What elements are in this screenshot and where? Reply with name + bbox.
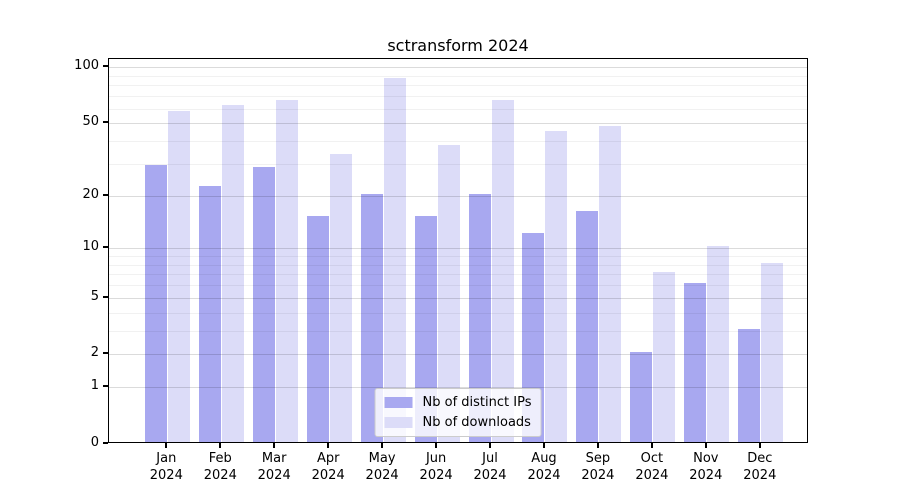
y-tick-50 xyxy=(103,121,108,124)
y-tick-5 xyxy=(103,295,108,298)
x-tick-label-jun: Jun 2024 xyxy=(419,451,453,483)
bar-distinct-ips-jan xyxy=(144,164,167,442)
bar-downloads-apr xyxy=(329,154,352,442)
legend-row-distinct-ips: Nb of distinct IPs xyxy=(384,395,532,410)
gridline-40 xyxy=(109,141,807,142)
bar-distinct-ips-jun xyxy=(414,215,437,442)
x-tick-label-nov: Nov 2024 xyxy=(689,451,723,483)
x-tick-dec xyxy=(758,443,761,448)
y-tick-label-5: 5 xyxy=(90,288,99,304)
x-tick-label-jul: Jul 2024 xyxy=(473,451,507,483)
legend-label-downloads: Nb of downloads xyxy=(422,415,531,430)
gridline-6 xyxy=(109,285,807,287)
gridline-30 xyxy=(109,163,807,165)
bar-downloads-aug xyxy=(545,131,568,442)
gridline-2 xyxy=(109,354,807,356)
legend-swatch-downloads xyxy=(384,417,413,428)
x-tick-label-oct: Oct 2024 xyxy=(635,451,669,483)
bar-downloads-dec xyxy=(761,262,784,442)
x-tick-label-feb: Feb 2024 xyxy=(203,451,237,483)
gridline-8 xyxy=(109,264,807,266)
x-tick-label-dec: Dec 2024 xyxy=(743,451,777,483)
gridline-50 xyxy=(109,123,807,125)
grid-layer xyxy=(109,59,807,442)
y-tick-label-20: 20 xyxy=(82,186,99,202)
bar-distinct-ips-dec xyxy=(738,328,761,442)
x-tick-apr xyxy=(327,443,330,448)
bar-downloads-may xyxy=(383,77,406,442)
plot-area: Nb of distinct IPs Nb of downloads xyxy=(108,58,808,443)
bar-downloads-oct xyxy=(653,272,676,442)
bar-downloads-nov xyxy=(707,246,730,442)
gridline-90 xyxy=(109,75,807,77)
bar-downloads-jan xyxy=(167,110,190,442)
gridline-1 xyxy=(109,387,807,389)
y-tick-label-2: 2 xyxy=(90,345,99,361)
x-tick-label-aug: Aug 2024 xyxy=(527,451,561,483)
x-tick-feb xyxy=(219,443,222,448)
bar-distinct-ips-oct xyxy=(630,352,653,442)
bar-distinct-ips-jul xyxy=(468,193,491,442)
y-tick-2 xyxy=(103,352,108,355)
x-tick-label-may: May 2024 xyxy=(365,451,399,483)
x-tick-label-jan: Jan 2024 xyxy=(149,451,183,483)
gridline-4 xyxy=(109,312,807,314)
gridline-70 xyxy=(109,96,807,98)
y-tick-label-10: 10 xyxy=(82,239,99,255)
gridline-60 xyxy=(109,108,807,110)
y-tick-label-0: 0 xyxy=(90,435,99,450)
gridline-9 xyxy=(109,256,807,258)
y-tick-20 xyxy=(103,193,108,196)
gridline-20 xyxy=(109,195,807,197)
bar-downloads-jul xyxy=(491,100,514,442)
bar-downloads-mar xyxy=(275,100,298,442)
gridline-5 xyxy=(109,297,807,299)
x-tick-mar xyxy=(273,443,276,448)
x-tick-may xyxy=(381,443,384,448)
legend: Nb of distinct IPs Nb of downloads xyxy=(374,388,542,437)
bar-distinct-ips-apr xyxy=(306,215,329,442)
bar-downloads-sep xyxy=(599,126,622,442)
gridline-10 xyxy=(109,248,807,250)
x-tick-label-sep: Sep 2024 xyxy=(581,451,615,483)
chart-title: sctransform 2024 xyxy=(387,36,529,55)
bar-distinct-ips-feb xyxy=(198,186,221,442)
bar-distinct-ips-sep xyxy=(576,210,599,442)
y-tick-label-100: 100 xyxy=(74,58,99,74)
bar-downloads-feb xyxy=(221,105,244,442)
x-tick-sep xyxy=(596,443,599,448)
legend-swatch-distinct-ips xyxy=(384,397,413,408)
x-tick-aug xyxy=(543,443,545,448)
gridline-7 xyxy=(109,274,807,276)
legend-label-distinct-ips: Nb of distinct IPs xyxy=(422,395,532,410)
gridline-100 xyxy=(109,67,807,69)
gridline-80 xyxy=(109,85,807,87)
x-tick-label-apr: Apr 2024 xyxy=(311,451,345,483)
x-tick-oct xyxy=(650,443,653,448)
y-tick-1 xyxy=(103,385,108,388)
y-tick-label-1: 1 xyxy=(90,378,99,394)
x-tick-jun xyxy=(435,443,438,448)
x-tick-label-mar: Mar 2024 xyxy=(257,451,291,483)
x-tick-jan xyxy=(165,443,168,448)
y-tick-label-50: 50 xyxy=(82,114,99,130)
legend-row-downloads: Nb of downloads xyxy=(384,415,532,430)
y-tick-10 xyxy=(103,246,108,249)
gridline-3 xyxy=(109,330,807,332)
x-tick-jul xyxy=(489,443,491,448)
bar-distinct-ips-may xyxy=(360,193,383,442)
x-tick-nov xyxy=(704,443,707,448)
bar-distinct-ips-nov xyxy=(684,283,707,442)
y-tick-0 xyxy=(103,442,108,444)
bar-distinct-ips-mar xyxy=(252,167,275,442)
bar-downloads-jun xyxy=(437,145,460,442)
y-tick-100 xyxy=(103,65,108,68)
